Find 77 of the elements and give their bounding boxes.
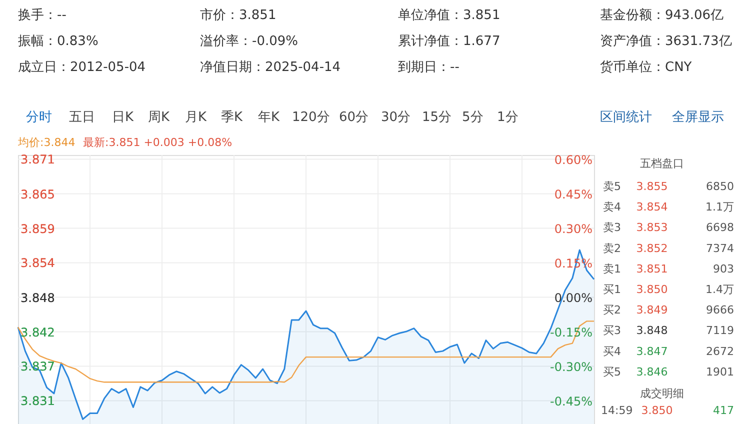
text: 净值日期：2025-04-14 <box>200 60 341 75</box>
text: 卖5 <box>603 180 621 193</box>
text: 417 <box>713 404 734 417</box>
text: 30分 <box>381 110 411 125</box>
text: 3.855 <box>636 180 668 193</box>
text: 5分 <box>462 110 484 125</box>
text: 7119 <box>706 324 734 338</box>
text: 15分 <box>422 110 452 125</box>
text: 区间统计 <box>600 110 652 125</box>
text: 买5 <box>603 365 621 378</box>
text: 3.848 <box>636 324 668 338</box>
y2-tick-label: 0.60% <box>554 152 592 167</box>
text: 买1 <box>603 283 621 296</box>
text: 3.850 <box>641 404 673 417</box>
text: 买4 <box>603 344 621 358</box>
text: 全屏显示 <box>672 110 724 125</box>
text: 成交明细 <box>640 387 684 400</box>
text: 单位净值：3.851 <box>398 8 500 23</box>
text: 五档盘口 <box>640 157 684 170</box>
text: 买3 <box>603 324 621 338</box>
text: 120分 <box>292 110 330 125</box>
text: 累计净值：1.677 <box>398 34 500 49</box>
text: 年K <box>258 110 280 125</box>
text: 3.849 <box>636 304 668 317</box>
text: 14:59 <box>601 404 633 417</box>
text: 1.1万 <box>706 200 734 214</box>
y-tick-label: 3.854 <box>20 256 55 270</box>
text: 1.4万 <box>706 283 734 296</box>
text: 卖4 <box>603 200 621 214</box>
text: 资产净值：3631.73亿 <box>600 34 732 49</box>
text: 3.854 <box>636 200 668 214</box>
text: 买2 <box>603 304 621 317</box>
text: 最新:3.851 +0.003 +0.08% <box>83 136 232 149</box>
text: 6698 <box>706 221 734 234</box>
text: 市价：3.851 <box>200 8 276 23</box>
y-tick-label: 3.871 <box>20 152 55 167</box>
text: 基金份额：943.06亿 <box>600 8 724 23</box>
y2-tick-label: 0.45% <box>554 187 592 202</box>
y2-tick-label: 0.30% <box>554 222 592 236</box>
y-tick-label: 3.831 <box>20 394 55 408</box>
text: 9666 <box>706 304 734 317</box>
text: 到期日：-- <box>398 60 460 75</box>
text: 换手：-- <box>18 8 67 23</box>
text: 五日 <box>69 110 95 125</box>
text: 903 <box>713 262 734 276</box>
line-series <box>17 320 595 383</box>
text: 3.851 <box>636 262 668 276</box>
y2-tick-label: -0.30% <box>550 360 592 374</box>
text: 日K <box>112 110 134 125</box>
text: 卖1 <box>603 262 621 276</box>
text: 1901 <box>706 365 734 378</box>
text: 3.846 <box>636 365 668 378</box>
y2-tick-label: -0.45% <box>550 394 592 408</box>
text: 周K <box>148 110 170 125</box>
text: 卖2 <box>603 242 621 255</box>
text: 均价:3.844 <box>17 136 76 149</box>
y-tick-label: 3.848 <box>20 290 55 305</box>
text: 3.850 <box>636 283 668 296</box>
text: 季K <box>221 110 243 125</box>
text: 月K <box>185 110 207 125</box>
text: 3.852 <box>636 242 668 255</box>
y-tick-label: 3.859 <box>20 222 55 236</box>
text: 2672 <box>706 344 734 358</box>
text: 分时 <box>26 110 52 125</box>
text: 6850 <box>706 180 734 193</box>
text: 溢价率：-0.09% <box>200 33 298 49</box>
text: 7374 <box>706 242 734 255</box>
y-tick-label: 3.842 <box>20 325 55 340</box>
text: 货币单位：CNY <box>600 60 692 75</box>
text: 1分 <box>497 110 518 125</box>
text: 3.853 <box>636 221 668 234</box>
text: 3.847 <box>636 344 668 358</box>
text: 60分 <box>339 110 369 125</box>
text: 振幅：0.83% <box>18 34 98 49</box>
text: 卖3 <box>603 221 621 234</box>
y-tick-label: 3.865 <box>20 187 55 202</box>
text: 成立日：2012-05-04 <box>18 59 146 75</box>
